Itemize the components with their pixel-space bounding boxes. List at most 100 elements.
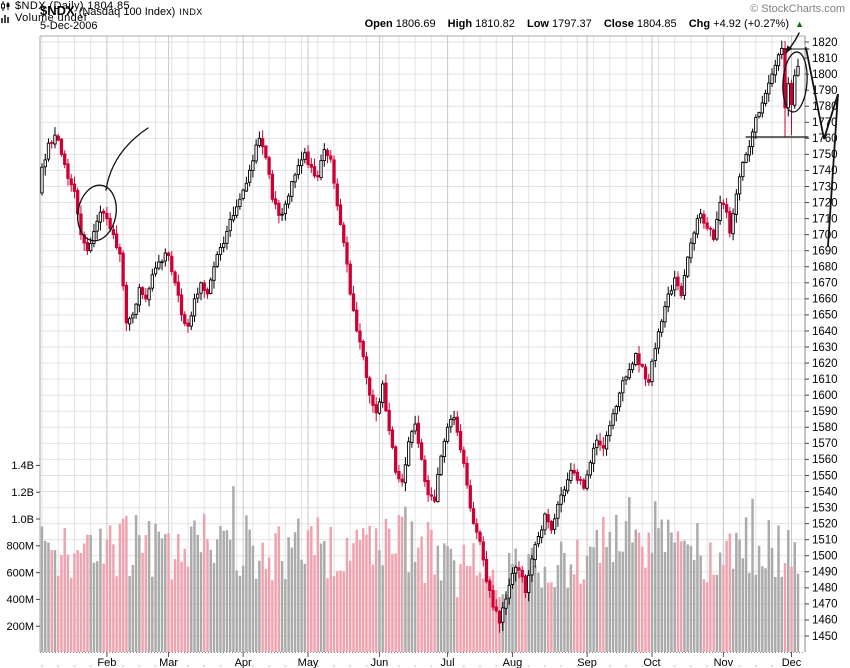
index-name: (Nasdaq 100 Index) <box>78 6 176 18</box>
candle <box>316 175 320 178</box>
volume-bar <box>316 517 320 652</box>
month-tick-label: Aug <box>503 657 523 668</box>
volume-bar <box>108 525 112 652</box>
candle <box>101 210 106 214</box>
volume-bar <box>459 564 462 652</box>
price-tick-label: 1650 <box>812 310 838 322</box>
volume-bar <box>550 582 553 652</box>
volume-bar <box>666 519 670 652</box>
candle <box>345 242 349 265</box>
volume-bar <box>345 537 349 652</box>
candle <box>630 363 635 371</box>
volume-bar <box>410 521 414 652</box>
month-tick-label: Feb <box>97 657 116 668</box>
volume-bar <box>482 578 485 652</box>
price-tick-label: 1730 <box>812 181 838 193</box>
volume-bar <box>569 564 573 652</box>
candle <box>56 135 60 141</box>
volume-bar <box>400 516 404 652</box>
candle <box>767 82 771 95</box>
candle <box>111 229 116 236</box>
volume-bar <box>326 578 329 652</box>
candle <box>689 242 693 259</box>
volume-bar <box>540 587 543 652</box>
candle <box>588 462 592 476</box>
candle <box>40 166 44 194</box>
candle <box>173 271 177 284</box>
candle <box>264 145 268 159</box>
price-tick-label: 1720 <box>812 197 838 209</box>
price-tick-label: 1700 <box>812 229 838 241</box>
volume-bar <box>258 560 261 652</box>
candle <box>46 142 51 160</box>
candle <box>556 503 560 519</box>
volume-bar <box>147 521 151 652</box>
candle <box>682 275 687 296</box>
price-tick-label: 1540 <box>812 486 838 498</box>
volume-bar <box>202 513 206 652</box>
candle <box>455 416 459 433</box>
volume-bar <box>404 506 407 652</box>
candle <box>715 219 719 240</box>
month-tick-label: May <box>298 657 319 668</box>
volume-bar <box>722 564 725 652</box>
volume-bar <box>368 525 371 652</box>
price-tick-label: 1810 <box>812 53 838 65</box>
open-value: 1806.69 <box>395 18 436 30</box>
candle <box>585 474 589 489</box>
volume-bar <box>644 567 647 652</box>
volume-bar <box>238 575 242 652</box>
volume-bar <box>696 523 699 652</box>
volume-bar <box>683 540 686 652</box>
candle <box>621 380 625 394</box>
chg-label: Chg <box>688 18 711 30</box>
volume-bar <box>439 580 443 652</box>
candle <box>673 277 677 291</box>
volume-bar <box>553 587 556 652</box>
candle <box>582 479 586 489</box>
volume-bar <box>621 551 625 652</box>
volume-bar <box>332 576 336 652</box>
candle <box>400 478 404 483</box>
candle <box>144 294 148 300</box>
candle <box>491 590 495 608</box>
volume-bar <box>261 542 264 652</box>
volume-bar <box>102 563 105 652</box>
volume-bar <box>744 517 748 652</box>
candle <box>377 401 382 414</box>
candle <box>757 112 761 118</box>
candle <box>744 153 748 163</box>
candle <box>501 607 505 623</box>
volume-bar <box>40 526 44 652</box>
candle <box>478 531 482 542</box>
volume-tick-label: 800M <box>6 541 34 553</box>
volume-bar <box>387 528 391 652</box>
candle <box>394 446 398 473</box>
volume-bar <box>709 542 712 652</box>
volume-bar <box>598 562 602 652</box>
candle <box>89 243 93 252</box>
volume-bar <box>206 539 209 652</box>
candle <box>624 376 628 381</box>
candle <box>445 426 450 442</box>
candle <box>134 303 138 315</box>
chg-value: +4.92 (+0.27%) <box>713 18 790 30</box>
volume-bar <box>566 587 569 652</box>
candle <box>50 142 54 144</box>
volume-bar <box>342 571 346 652</box>
volume-bar <box>423 582 427 652</box>
volume-bar <box>154 523 157 652</box>
candle <box>692 232 696 244</box>
candle <box>332 159 336 184</box>
volume-bar <box>378 550 381 652</box>
price-tick-label: 1710 <box>812 213 838 225</box>
volume-bar <box>702 579 706 652</box>
volume-bar <box>796 573 800 652</box>
candle <box>763 92 768 105</box>
volume-bar <box>254 578 258 652</box>
candle <box>157 261 161 269</box>
candle <box>676 276 680 287</box>
candle <box>361 340 365 358</box>
price-tick-label: 1680 <box>812 262 838 274</box>
volume-bar <box>712 574 715 652</box>
